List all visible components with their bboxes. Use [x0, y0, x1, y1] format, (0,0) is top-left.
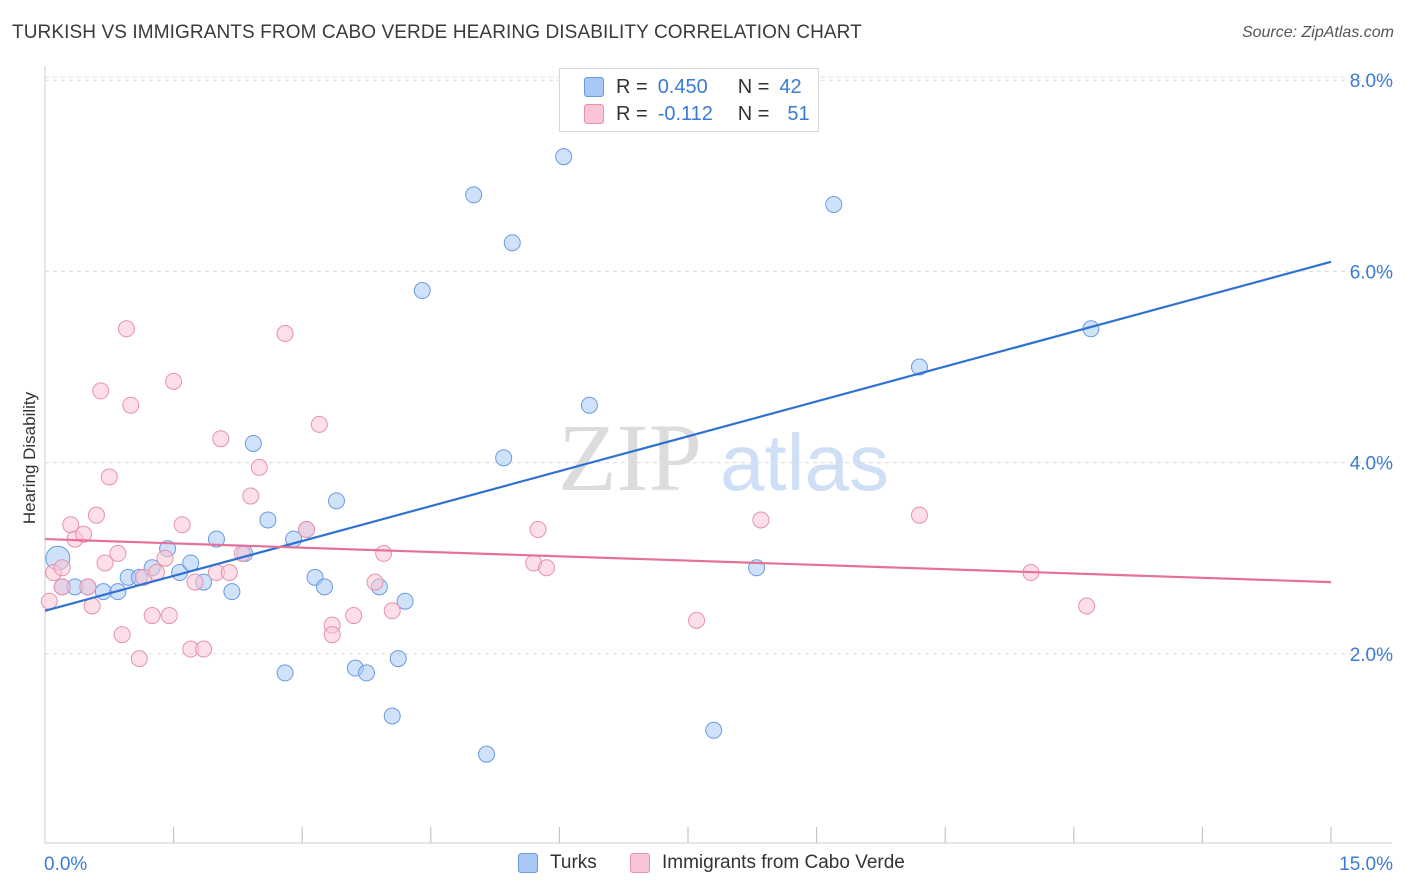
grid-lines — [45, 76, 1392, 655]
legend-n-value: 51 — [787, 102, 810, 125]
point-cabo-verde — [40, 592, 58, 610]
point-cabo-verde — [220, 564, 238, 582]
point-cabo-verde — [375, 544, 393, 562]
bottom-legend-swatch-cabo-verde — [630, 853, 650, 873]
point-turks — [244, 434, 262, 452]
point-cabo-verde — [156, 549, 174, 567]
point-turks — [825, 195, 843, 213]
point-turks — [705, 721, 723, 739]
point-turks — [259, 511, 277, 529]
point-cabo-verde — [195, 640, 213, 658]
legend-n-label: N = — [737, 75, 770, 98]
point-turks — [910, 358, 928, 376]
y-tick-label: 6.0% — [1350, 262, 1393, 283]
point-cabo-verde — [117, 320, 135, 338]
point-cabo-verde — [250, 458, 268, 476]
point-cabo-verde — [529, 521, 547, 539]
point-cabo-verde — [752, 511, 770, 529]
point-cabo-verde — [79, 578, 97, 596]
point-cabo-verde — [53, 559, 71, 577]
point-cabo-verde — [113, 626, 131, 644]
trend-lines — [44, 260, 1332, 612]
point-turks — [465, 186, 483, 204]
point-turks — [223, 583, 241, 601]
point-cabo-verde — [242, 487, 260, 505]
point-turks — [413, 282, 431, 300]
point-cabo-verde — [297, 521, 315, 539]
point-cabo-verde — [383, 602, 401, 620]
point-turks — [503, 234, 521, 252]
point-cabo-verde — [345, 607, 363, 625]
legend-swatch-cabo-verde — [584, 104, 604, 124]
point-cabo-verde — [109, 544, 127, 562]
point-cabo-verde — [165, 372, 183, 390]
bottom-legend-label-turks: Turks — [550, 852, 597, 873]
axes — [44, 66, 1392, 844]
point-cabo-verde — [173, 516, 191, 534]
point-cabo-verde — [688, 611, 706, 629]
point-turks — [327, 492, 345, 510]
point-cabo-verde — [276, 325, 294, 343]
bottom-legend-swatch-turks — [518, 853, 538, 873]
point-turks — [495, 449, 513, 467]
legend-r-label: R = — [616, 102, 648, 125]
point-cabo-verde — [160, 607, 178, 625]
point-turks — [358, 664, 375, 682]
legend-n-value: 42 — [779, 75, 802, 98]
legend-row-turks: R = 0.450 N = 42 — [584, 75, 802, 99]
tick-labels: 2.0% 4.0% 6.0% 8.0% 0.0% 15.0% — [44, 71, 1393, 875]
y-tick-label: 4.0% — [1350, 454, 1393, 475]
chart-title: TURKISH VS IMMIGRANTS FROM CABO VERDE HE… — [12, 22, 862, 43]
point-cabo-verde — [310, 415, 328, 433]
watermark-zip: ZIP — [558, 404, 702, 511]
point-turks — [389, 650, 407, 668]
point-cabo-verde — [122, 396, 140, 414]
x-tick-label: 0.0% — [44, 854, 87, 875]
watermark-atlas: atlas — [720, 418, 889, 507]
point-cabo-verde — [130, 650, 148, 668]
point-cabo-verde — [186, 573, 204, 591]
legend-r-value: 0.450 — [657, 75, 708, 98]
y-tick-label: 8.0% — [1350, 71, 1393, 92]
point-turks — [555, 148, 573, 166]
point-turks — [315, 578, 333, 596]
bottom-legend-cabo-verde: Immigrants from Cabo Verde — [630, 852, 905, 874]
data-points — [40, 148, 1100, 763]
point-cabo-verde — [75, 525, 93, 543]
point-cabo-verde — [96, 554, 114, 572]
point-cabo-verde — [910, 506, 928, 524]
point-turks — [478, 745, 496, 763]
point-cabo-verde — [538, 559, 556, 577]
point-cabo-verde — [143, 607, 161, 625]
point-cabo-verde — [92, 382, 110, 400]
point-cabo-verde — [53, 578, 71, 596]
legend-swatch-turks — [584, 77, 604, 97]
bottom-legend-label-cabo-verde: Immigrants from Cabo Verde — [662, 852, 905, 873]
point-turks — [383, 707, 401, 725]
point-cabo-verde — [366, 573, 384, 591]
point-turks — [276, 664, 294, 682]
point-cabo-verde — [87, 506, 105, 524]
point-cabo-verde — [323, 626, 341, 644]
source-credit: Source: ZipAtlas.com — [1241, 24, 1394, 41]
point-cabo-verde — [1078, 597, 1096, 615]
stats-legend: R = 0.450 N = 42 R = -0.112 N = 51 — [559, 68, 819, 132]
x-tick-label: 15.0% — [1339, 854, 1393, 875]
point-cabo-verde — [100, 468, 118, 486]
point-turks — [396, 592, 414, 610]
legend-r-label: R = — [616, 75, 648, 98]
trend-line-turks — [44, 260, 1332, 612]
legend-n-label: N = — [737, 102, 770, 125]
y-tick-label: 2.0% — [1350, 645, 1393, 666]
legend-row-cabo-verde: R = -0.112 N = 51 — [584, 102, 810, 126]
bottom-legend-turks: Turks — [518, 852, 597, 874]
point-turks — [580, 396, 598, 414]
legend-r-value: -0.112 — [657, 102, 713, 125]
point-turks — [207, 530, 225, 548]
trend-line-cabo-verde — [44, 537, 1332, 584]
watermark: ZIP atlas — [558, 404, 889, 511]
point-cabo-verde — [212, 430, 230, 448]
